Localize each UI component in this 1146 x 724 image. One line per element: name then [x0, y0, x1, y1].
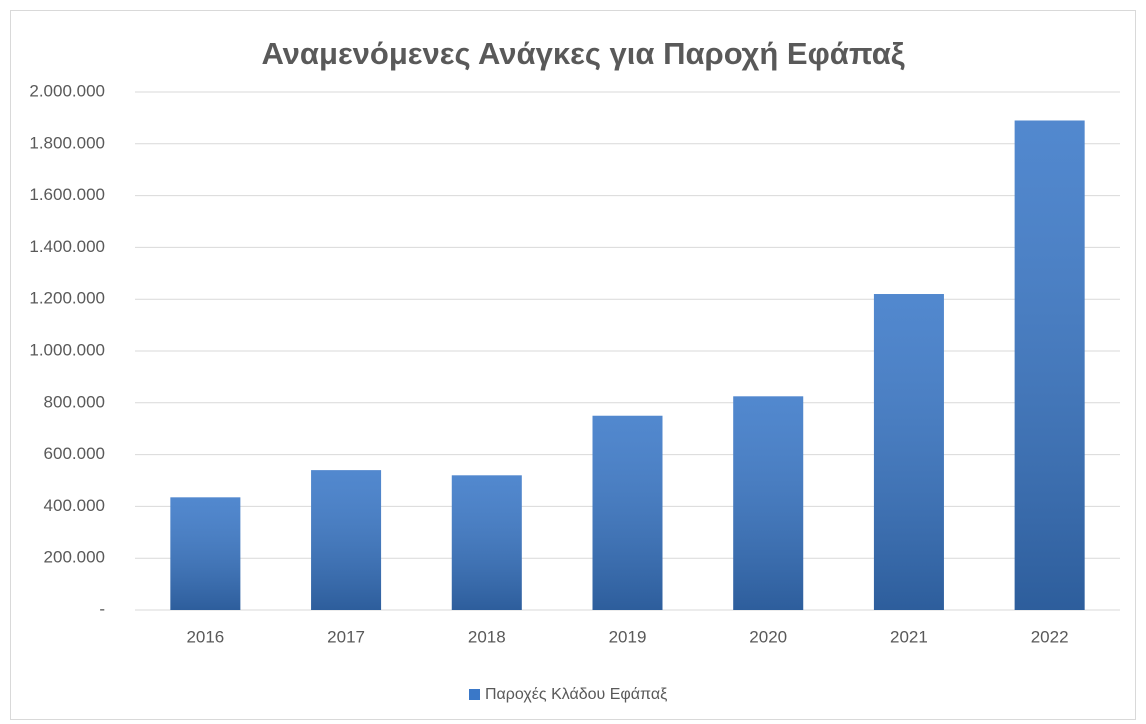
y-tick-label: 200.000	[44, 548, 105, 567]
bar-shade	[733, 396, 804, 610]
y-tick-label: 600.000	[44, 444, 105, 463]
bar-shade	[311, 470, 382, 610]
bar-shade	[873, 294, 944, 610]
x-tick-label: 2021	[890, 627, 928, 646]
y-tick-label: 1.000.000	[29, 340, 105, 359]
y-tick-label: 1.800.000	[29, 133, 105, 152]
bar-shade	[592, 415, 663, 610]
y-tick-label: -	[99, 599, 105, 618]
x-tick-label: 2022	[1031, 627, 1069, 646]
x-tick-label: 2019	[609, 627, 647, 646]
x-tick-label: 2017	[327, 627, 365, 646]
y-tick-label: 1.600.000	[29, 185, 105, 204]
chart-title: Αναμενόμενες Ανάγκες για Παροχή Εφάπαξ	[261, 36, 904, 71]
y-tick-label: 1.400.000	[29, 237, 105, 256]
chart-border	[10, 10, 1136, 720]
legend-swatch	[469, 689, 480, 700]
y-tick-label: 1.200.000	[29, 289, 105, 308]
y-tick-label: 2.000.000	[29, 81, 105, 100]
y-tick-label: 400.000	[44, 496, 105, 515]
x-tick-label: 2016	[186, 627, 224, 646]
bar-shade	[1014, 120, 1085, 611]
x-tick-label: 2020	[749, 627, 787, 646]
bar-shade	[451, 475, 522, 610]
y-tick-label: 800.000	[44, 392, 105, 411]
x-tick-label: 2018	[468, 627, 506, 646]
legend-label: Παροχές Κλάδου Εφάπαξ	[485, 686, 667, 703]
bar-shade	[170, 497, 241, 610]
